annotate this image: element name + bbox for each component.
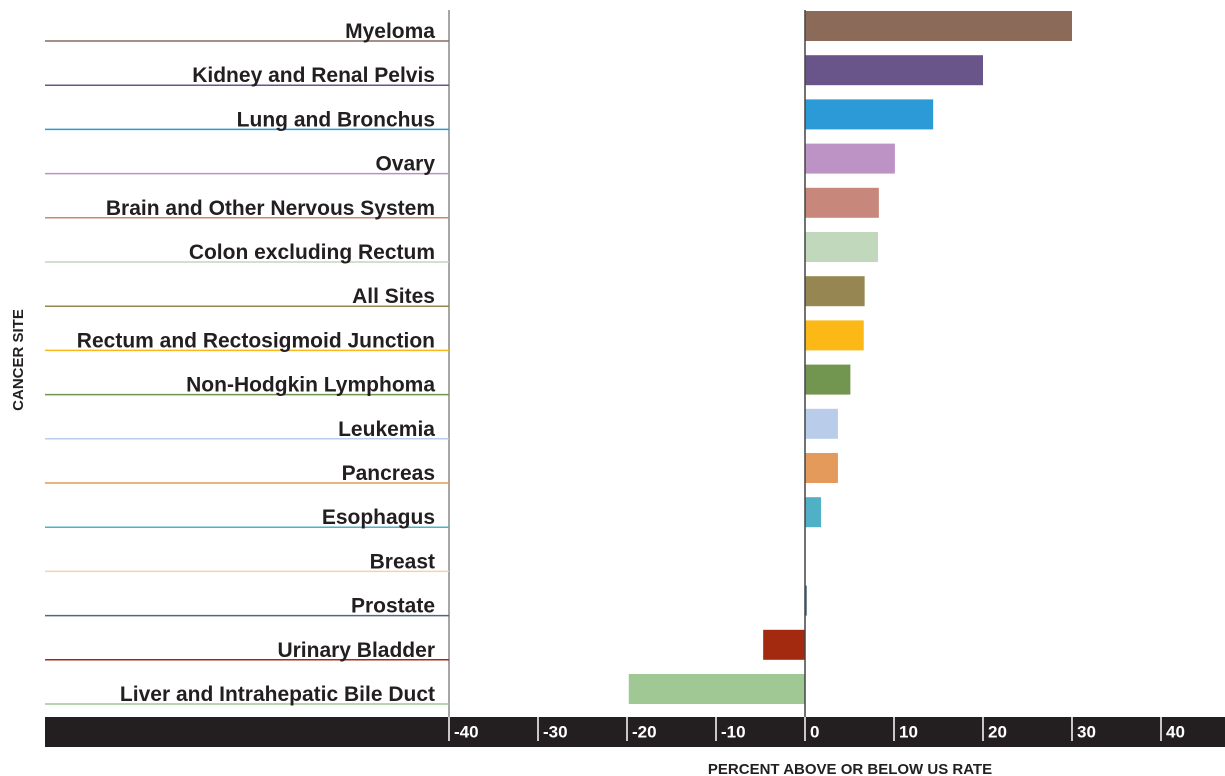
category-label: Urinary Bladder <box>277 639 435 662</box>
category-label: Brain and Other Nervous System <box>106 197 435 220</box>
bar <box>805 408 838 439</box>
category-label: Non-Hodgkin Lymphoma <box>186 374 435 397</box>
category-label: All Sites <box>352 285 435 308</box>
x-tick-label: 40 <box>1166 722 1185 741</box>
bar <box>805 453 838 483</box>
bar <box>805 232 878 262</box>
category-label: Rectum and Rectosigmoid Junction <box>77 329 435 352</box>
category-label: Prostate <box>351 595 435 618</box>
bar <box>628 674 805 704</box>
x-tick-label: -20 <box>632 722 657 741</box>
x-tick-label: -30 <box>543 722 568 741</box>
bar <box>805 585 807 616</box>
bar <box>805 364 851 395</box>
bar <box>805 276 865 307</box>
bar <box>805 55 983 86</box>
category-label: Colon excluding Rectum <box>189 241 435 264</box>
axis-band <box>45 717 1225 747</box>
x-tick-label: -40 <box>454 722 479 741</box>
category-label: Leukemia <box>338 418 435 441</box>
category-label: Liver and Intrahepatic Bile Duct <box>120 683 435 706</box>
category-label: Kidney and Renal Pelvis <box>192 64 435 87</box>
y-axis-label: CANCER SITE <box>10 309 27 411</box>
category-label: Lung and Bronchus <box>237 108 435 131</box>
bar <box>805 187 879 218</box>
x-tick-label: 20 <box>988 722 1007 741</box>
category-label: Esophagus <box>322 506 435 529</box>
bar <box>763 629 805 660</box>
category-label: Myeloma <box>345 20 435 43</box>
x-tick-label: 10 <box>899 722 918 741</box>
x-tick-label: -10 <box>721 722 746 741</box>
category-label: Pancreas <box>342 462 435 485</box>
x-tick-label: 30 <box>1077 722 1096 741</box>
x-axis-label: PERCENT ABOVE OR BELOW US RATE <box>708 761 992 776</box>
bar <box>805 143 895 174</box>
bar <box>805 320 864 351</box>
bar <box>805 497 822 528</box>
bar <box>805 11 1072 41</box>
x-tick-label: 0 <box>810 722 819 741</box>
bar <box>805 99 934 130</box>
category-label: Ovary <box>375 153 435 176</box>
category-label: Breast <box>370 550 435 573</box>
